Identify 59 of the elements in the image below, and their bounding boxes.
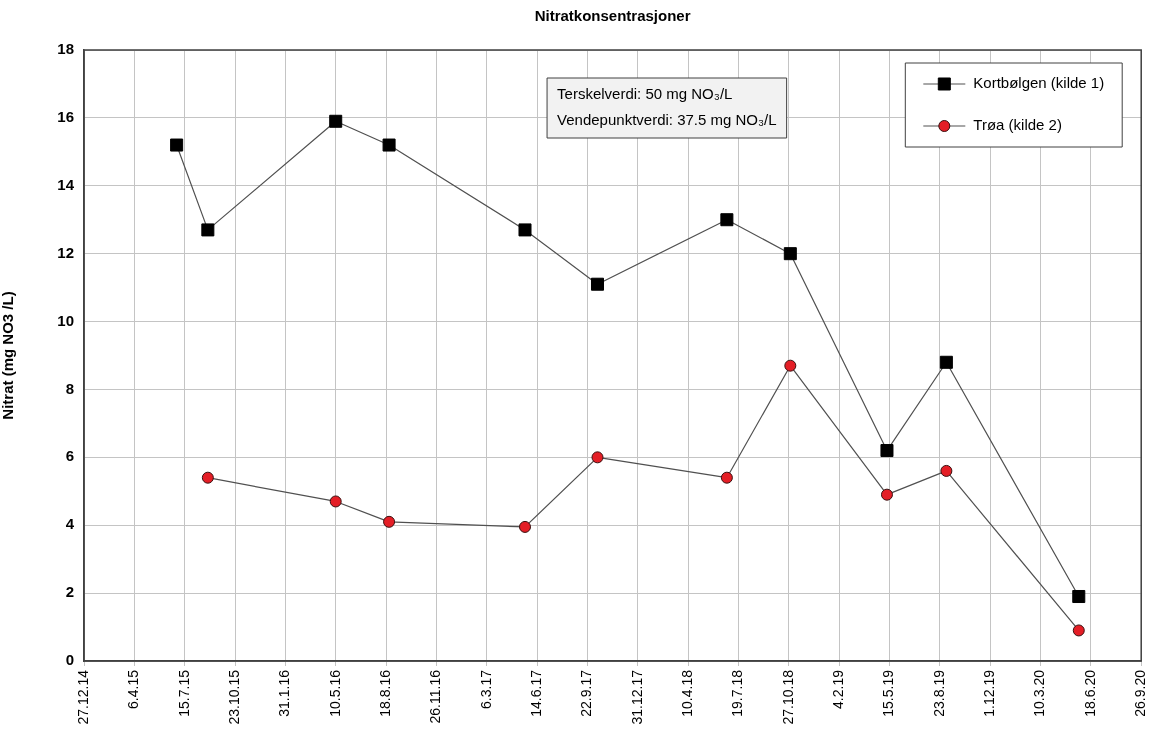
- x-tick-label: 26.9.20: [1132, 669, 1149, 717]
- point: [201, 223, 215, 237]
- legend-label: Trøa (kilde 2): [973, 116, 1062, 134]
- point: [783, 247, 797, 261]
- point: [940, 464, 953, 477]
- y-tick-label: 12: [57, 243, 74, 261]
- y-tick-label: 16: [57, 108, 74, 126]
- x-tick-label: 15.7.15: [175, 669, 192, 717]
- y-tick-label: 0: [65, 651, 74, 669]
- x-tick-label: 10.4.18: [678, 669, 695, 717]
- x-tick-label: 14.6.17: [527, 669, 544, 717]
- x-tick-label: 6.3.17: [477, 669, 494, 709]
- point: [591, 451, 604, 464]
- x-tick-label: 19.7.18: [729, 669, 746, 717]
- x-tick-label: 27.10.18: [779, 669, 796, 725]
- point: [590, 277, 605, 291]
- point: [880, 444, 894, 458]
- x-tick-label: 23.10.15: [225, 669, 242, 725]
- point: [383, 515, 396, 528]
- x-tick-label: 31.1.16: [276, 669, 293, 717]
- point: [329, 495, 342, 508]
- x-tick-label: 31.12.17: [628, 669, 645, 725]
- point: [939, 355, 953, 369]
- point: [1072, 624, 1085, 637]
- annotation: Vendepunktverdi: 37.5 mg NO₃/L: [557, 111, 777, 129]
- chart-title: Nitratkonsentrasjoner: [534, 7, 691, 25]
- point: [1072, 590, 1086, 604]
- legend-label: Kortbølgen (kilde 1): [973, 74, 1105, 92]
- annotation: Terskelverdi: 50 mg NO₃/L: [557, 85, 733, 103]
- point: [880, 488, 893, 501]
- point: [201, 471, 214, 484]
- x-tick-label: 10.3.20: [1031, 669, 1048, 717]
- point: [720, 213, 734, 227]
- y-tick-label: 6: [65, 447, 74, 465]
- x-tick-label: 18.8.16: [376, 669, 393, 717]
- point: [519, 520, 531, 533]
- point: [518, 223, 532, 237]
- x-tick-label: 1.12.19: [981, 669, 998, 717]
- y-tick-label: 4: [65, 515, 75, 533]
- y-tick-label: 14: [57, 175, 75, 193]
- x-tick-label: 15.5.19: [880, 669, 897, 717]
- x-tick-label: 22.9.17: [578, 669, 595, 717]
- point: [784, 359, 797, 372]
- x-tick-label: 23.8.19: [930, 669, 947, 717]
- y-tick-label: 8: [65, 379, 74, 397]
- x-tick-label: 6.4.15: [125, 669, 142, 709]
- x-tick-label: 18.6.20: [1081, 669, 1098, 717]
- point: [329, 114, 343, 128]
- x-tick-label: 10.5.16: [326, 669, 343, 717]
- point: [720, 471, 733, 484]
- point: [170, 138, 184, 152]
- x-tick-label: 27.12.14: [74, 669, 91, 725]
- x-tick-label: 4.2.19: [830, 669, 846, 709]
- y-tick-label: 10: [57, 311, 74, 329]
- y-axis-title: Nitrat (mg NO3 /L): [0, 291, 17, 420]
- point: [382, 138, 396, 152]
- x-tick-label: 26.11.16: [427, 669, 444, 724]
- y-tick-label: 18: [57, 40, 74, 58]
- y-tick-label: 2: [65, 583, 74, 601]
